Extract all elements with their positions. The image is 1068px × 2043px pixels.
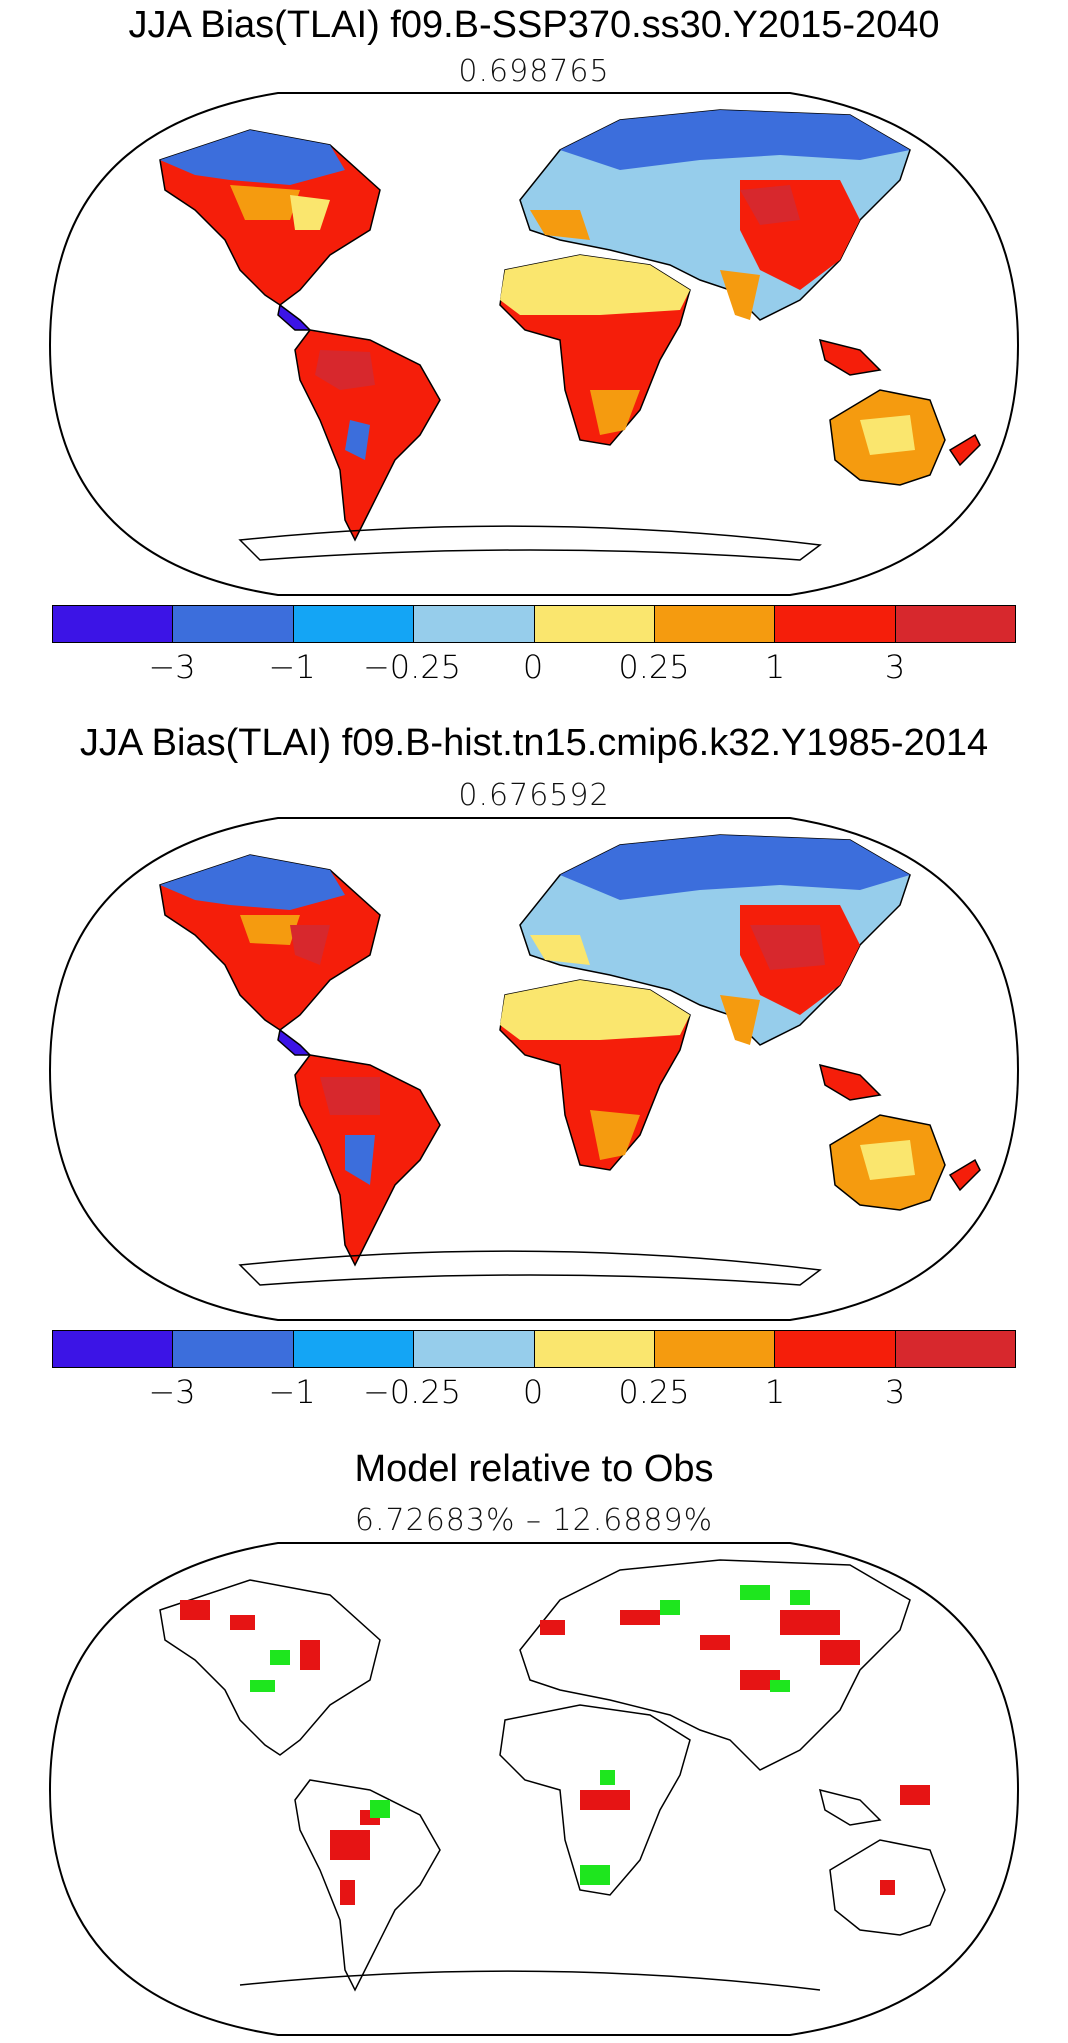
colorbar-swatch bbox=[173, 1331, 294, 1367]
panel1-africa bbox=[499, 254, 691, 446]
panel2-africa bbox=[499, 979, 691, 1171]
panel2-north-america bbox=[159, 854, 381, 1056]
panel2-south-america bbox=[294, 1054, 441, 1267]
colorbar-tick: −3 bbox=[148, 648, 196, 686]
colorbar-tick: 1 bbox=[764, 1373, 786, 1411]
panel1-south-america bbox=[294, 329, 441, 542]
colorbar-tick: 0 bbox=[522, 1373, 544, 1411]
panel2-australia bbox=[829, 1114, 946, 1211]
colorbar-swatch bbox=[654, 606, 776, 642]
colorbar-swatch bbox=[173, 606, 294, 642]
panel3-title: Model relative to Obs bbox=[354, 1448, 714, 1490]
colorbar-tick: 0.25 bbox=[618, 1373, 690, 1411]
panel1-title: JJA Bias(TLAI) f09.B-SSP370.ss30.Y2015-2… bbox=[128, 4, 940, 46]
panel2-islands bbox=[238, 1063, 981, 1286]
colorbar-tick: 3 bbox=[884, 648, 906, 686]
panel3-value: 6.72683% – 12.6889% bbox=[354, 1503, 714, 1538]
colorbar-tick: −0.25 bbox=[362, 648, 462, 686]
panel1-eurasia bbox=[519, 109, 911, 321]
panel3-better-cells bbox=[250, 1585, 810, 1885]
colorbar-swatch bbox=[775, 1331, 896, 1367]
panel2-eurasia bbox=[519, 834, 911, 1046]
colorbar-swatch bbox=[414, 606, 535, 642]
colorbar-tick: 1 bbox=[764, 648, 786, 686]
panel2-colorbar bbox=[52, 1330, 1016, 1368]
colorbar-swatch bbox=[293, 606, 415, 642]
panel1-islands bbox=[238, 338, 981, 561]
panel3-coastlines bbox=[159, 1559, 946, 1992]
colorbar-tick: −0.25 bbox=[362, 1373, 462, 1411]
colorbar-swatch bbox=[53, 1331, 174, 1367]
colorbar-swatch bbox=[53, 606, 174, 642]
colorbar-tick: −1 bbox=[268, 648, 316, 686]
colorbar-tick: −1 bbox=[268, 1373, 316, 1411]
colorbar-tick: 3 bbox=[884, 1373, 906, 1411]
colorbar-swatch bbox=[775, 606, 896, 642]
panel1-north-america bbox=[159, 129, 381, 331]
colorbar-swatch bbox=[414, 1331, 535, 1367]
panel3-worse-cells bbox=[180, 1600, 930, 1905]
colorbar-swatch bbox=[895, 606, 1015, 642]
colorbar-swatch bbox=[654, 1331, 776, 1367]
colorbar-swatch bbox=[895, 1331, 1015, 1367]
panel1-colorbar bbox=[52, 605, 1016, 643]
panel3-map bbox=[48, 1542, 1020, 2036]
panel1-value: 0.698765 bbox=[458, 54, 610, 89]
colorbar-tick: 0 bbox=[522, 648, 544, 686]
colorbar-tick: 0.25 bbox=[618, 648, 690, 686]
panel2-value: 0.676592 bbox=[458, 778, 610, 813]
colorbar-swatch bbox=[534, 606, 655, 642]
panel2-title: JJA Bias(TLAI) f09.B-hist.tn15.cmip6.k32… bbox=[79, 722, 989, 764]
panel1-australia bbox=[829, 389, 946, 486]
panel2-map bbox=[48, 817, 1020, 1321]
colorbar-swatch bbox=[293, 1331, 415, 1367]
colorbar-tick: −3 bbox=[148, 1373, 196, 1411]
panel1-map bbox=[48, 92, 1020, 596]
colorbar-swatch bbox=[534, 1331, 655, 1367]
